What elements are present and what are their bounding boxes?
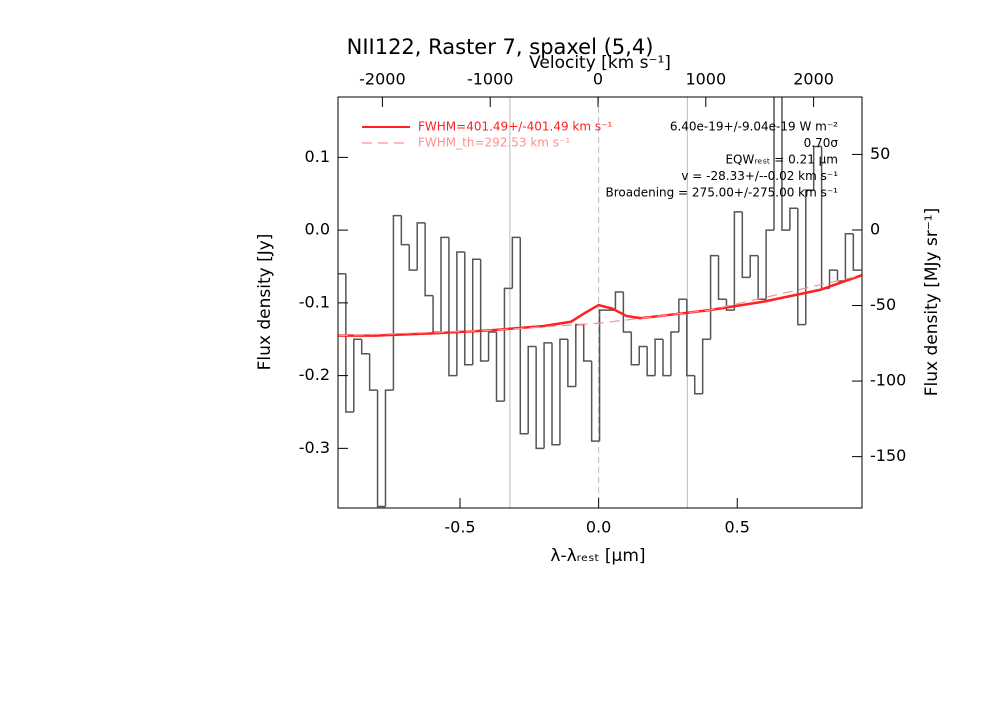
y2-tick-label: -150 — [870, 446, 906, 465]
spectrum-step — [487, 331, 497, 362]
spectrum-step — [511, 236, 521, 289]
annotation: 0.70σ — [804, 136, 839, 150]
spectrum-step — [345, 273, 354, 413]
spectrum-step — [471, 258, 481, 365]
spectrum-step — [456, 251, 465, 376]
x-axis-label: λ-λᵣₑₛₜ [μm] — [550, 546, 645, 566]
y-axis-label: Flux density [Jy] — [255, 234, 275, 371]
y2-axis-label: Flux density [MJy sr⁻¹] — [922, 208, 942, 397]
x-tick-label: 0.0 — [586, 518, 611, 537]
x-tick-label: 0.5 — [725, 518, 750, 537]
spectrum-step — [709, 254, 719, 340]
annotation: EQWᵣₑₛₜ = 0.21 μm — [725, 153, 838, 167]
spectrum-step — [503, 287, 513, 402]
spectrum-step — [797, 208, 806, 326]
spectrum-step — [416, 222, 426, 271]
spectrum-step — [781, 97, 790, 231]
legend-label: FWHM_th=292.53 km s⁻¹ — [418, 136, 570, 150]
annotation: 6.40e-19+/-9.04e-19 W m⁻² — [670, 120, 838, 134]
x2-tick-label: 2000 — [793, 70, 834, 89]
spectrum-step — [614, 291, 624, 311]
spectrum-step — [717, 255, 727, 300]
spectrum-step — [440, 236, 449, 332]
spectrum-step — [670, 331, 679, 376]
spectrum-step — [749, 254, 759, 278]
spectrum-step — [376, 390, 386, 508]
spectrum-step — [559, 338, 568, 445]
spectrum-step — [400, 215, 410, 246]
fit-line — [338, 274, 862, 337]
spectrum-step — [392, 214, 402, 391]
spectrum-step — [654, 338, 664, 376]
spectrum-step — [630, 331, 640, 366]
fit-line — [338, 274, 862, 337]
spectrum-step — [638, 345, 648, 365]
spectrum-step — [828, 269, 838, 289]
spectrum-step — [804, 189, 814, 325]
y2-tick-label: -50 — [870, 295, 896, 314]
y2-tick-label: 50 — [870, 144, 890, 163]
plot-area — [338, 97, 862, 508]
spectrum-step — [590, 361, 600, 442]
spectrum-step — [622, 291, 632, 333]
y-tick-label: 0.1 — [305, 147, 330, 166]
spectrum-step — [852, 233, 862, 271]
spectrum-step — [733, 211, 743, 311]
spectrum-step — [567, 339, 576, 388]
y-tick-label: 0.0 — [305, 220, 330, 239]
annotation: v = -28.33+/--0.02 km s⁻¹ — [681, 169, 838, 183]
x2-tick-label: -2000 — [359, 70, 406, 89]
spectrum-step — [844, 233, 854, 282]
spectrum-step — [535, 346, 545, 450]
spectrum-step — [527, 345, 537, 434]
x2-tick-label: -1000 — [467, 70, 514, 89]
spectrum-step — [773, 97, 775, 231]
spectrum-step — [360, 339, 370, 355]
y-tick-label: -0.1 — [299, 292, 330, 311]
spectrum-step — [646, 346, 656, 377]
spectrum-step — [693, 375, 703, 395]
spectrum-step — [519, 237, 529, 435]
spectrum-step — [424, 222, 434, 297]
spectrum-step — [582, 324, 592, 362]
spectrum-step — [495, 331, 505, 402]
spectrum-step — [765, 229, 775, 300]
spectrum-step — [479, 259, 489, 362]
legend-label: FWHM=401.49+/-401.49 km s⁻¹ — [418, 120, 612, 134]
spectrum-step — [701, 338, 711, 394]
spectrum-step — [725, 299, 735, 311]
spectrum-step — [353, 338, 362, 412]
annotation: Broadening = 275.00+/-275.00 km s⁻¹ — [605, 186, 838, 200]
spectrum-step — [384, 389, 394, 507]
spectrum-step — [741, 211, 751, 279]
spectrum-step — [408, 244, 418, 271]
spectrum-step — [464, 251, 473, 366]
spectrum-step — [551, 342, 560, 446]
spectrum-step — [543, 342, 553, 449]
x2-axis-label: Velocity [km s⁻¹] — [529, 53, 671, 73]
spectrum-step — [789, 207, 798, 231]
spectrum-step — [662, 339, 671, 377]
spectrum-step — [812, 145, 822, 191]
spectrum-step — [448, 237, 457, 377]
x-tick-label: -0.5 — [444, 518, 475, 537]
spectrum-step — [368, 353, 378, 391]
y-tick-label: -0.2 — [299, 365, 330, 384]
y2-tick-label: 0 — [870, 219, 880, 238]
y2-tick-label: -100 — [870, 371, 906, 390]
y-tick-label: -0.3 — [299, 438, 330, 457]
x2-tick-label: 0 — [593, 70, 603, 89]
spectrum-step — [686, 299, 695, 377]
x2-tick-label: 1000 — [685, 70, 726, 89]
chart-title: NII122, Raster 7, spaxel (5,4) — [347, 35, 654, 59]
spectrum-step — [678, 298, 687, 332]
spectrum-step — [598, 309, 608, 442]
